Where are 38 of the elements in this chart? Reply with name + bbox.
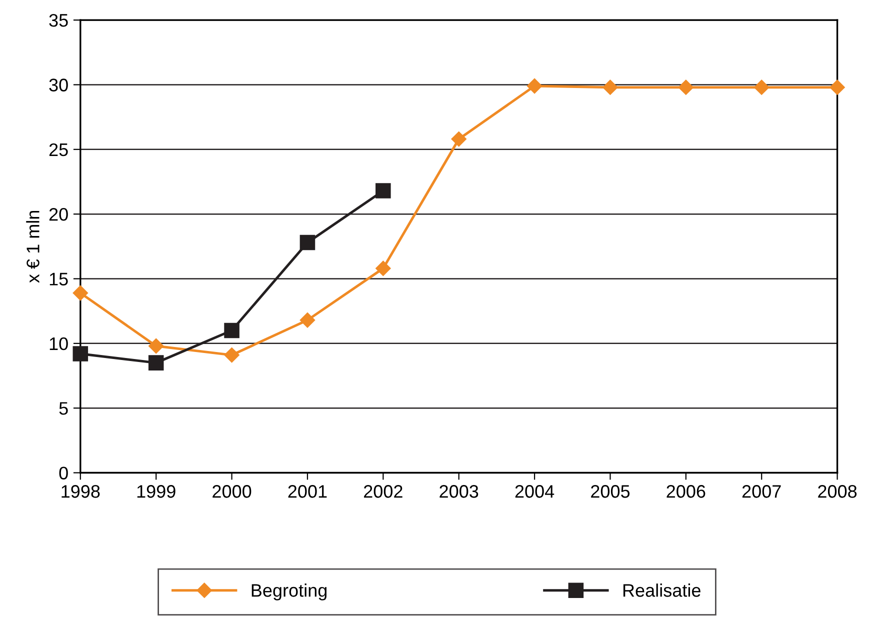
- y-tick-label: 25: [49, 143, 68, 156]
- point: [148, 355, 164, 370]
- x-tick-label: 2004: [515, 485, 554, 498]
- point: [376, 183, 391, 198]
- x-tick-label: 1999: [137, 485, 176, 498]
- point: [678, 80, 694, 95]
- point: [224, 347, 240, 363]
- point: [376, 260, 391, 276]
- y-tick-label: 30: [49, 78, 68, 92]
- x-tick-label: 2003: [440, 485, 478, 498]
- legend-label: Realisatie: [623, 584, 700, 597]
- point: [148, 338, 164, 354]
- x-tick-label: 2000: [212, 485, 252, 498]
- legend-label: Begroting: [252, 584, 327, 600]
- point: [526, 78, 542, 94]
- point: [72, 285, 88, 301]
- point: [451, 131, 466, 147]
- x-tick-label: 1998: [62, 485, 100, 498]
- point: [602, 80, 618, 95]
- y-axis-title: x € 1 mln: [26, 210, 40, 283]
- x-tick-label: 2007: [742, 485, 781, 498]
- y-tick-label: 35: [49, 14, 68, 27]
- y-tick-label: 15: [50, 272, 68, 286]
- x-tick-label: 2006: [666, 485, 706, 498]
- y-tick-label: 5: [59, 402, 68, 415]
- point: [300, 312, 316, 328]
- y-tick-label: 0: [59, 466, 68, 480]
- point: [224, 322, 240, 338]
- point: [72, 346, 88, 362]
- x-tick-label: 2008: [818, 485, 857, 498]
- point: [830, 80, 845, 95]
- point: [300, 234, 316, 250]
- x-tick-label: 2001: [288, 485, 327, 498]
- x-tick-label: 2002: [364, 485, 402, 498]
- point: [754, 80, 770, 95]
- x-tick-label: 2005: [591, 485, 630, 498]
- y-tick-label: 20: [49, 208, 68, 221]
- y-tick-label: 10: [50, 337, 68, 350]
